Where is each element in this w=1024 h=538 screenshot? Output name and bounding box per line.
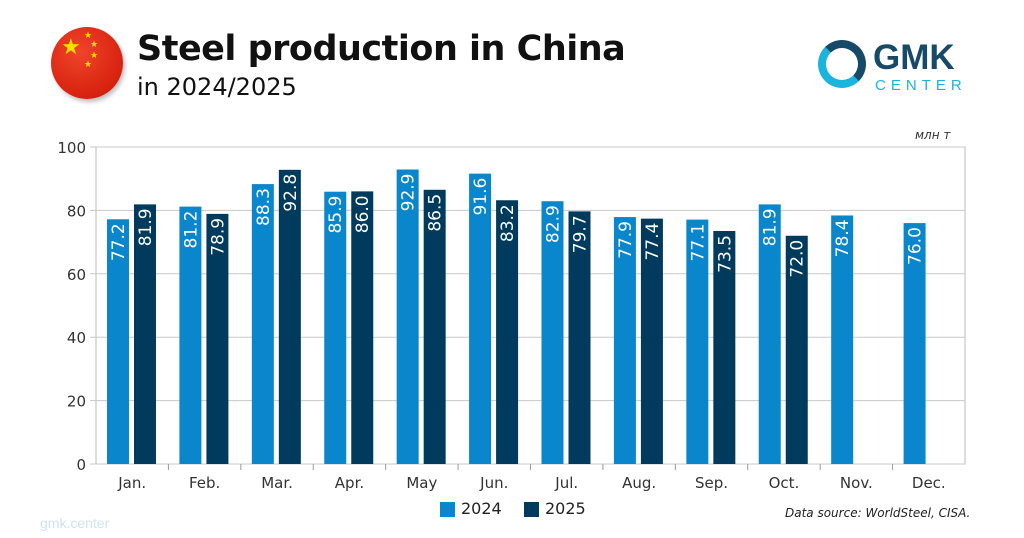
data-label: 91.6 [471, 178, 491, 216]
data-label: 78.9 [208, 218, 228, 256]
data-label: 88.3 [254, 188, 274, 226]
y-tick-label: 20 [67, 393, 86, 411]
bar-2024 [107, 219, 129, 464]
chart-title: Steel production in China [137, 29, 626, 69]
x-tick-label: Nov. [840, 474, 873, 492]
data-label: 86.5 [426, 194, 446, 232]
legend-swatch [440, 501, 455, 517]
data-label: 76.0 [906, 227, 926, 265]
logo-subtext: CENTER [875, 77, 967, 94]
data-label: 73.5 [715, 235, 735, 273]
bar-2025 [206, 213, 229, 464]
y-tick-label: 100 [57, 139, 86, 157]
data-label: 83.2 [498, 204, 518, 242]
data-label: 86.0 [353, 195, 373, 233]
bar-2024 [613, 217, 636, 464]
x-tick-label: Jul. [554, 474, 578, 492]
data-label: 77.1 [688, 224, 708, 262]
logo-text: GMK [873, 38, 955, 77]
data-label: 82.9 [544, 205, 564, 243]
china-flag-icon: ★ ★ ★ ★ ★ [51, 27, 123, 99]
x-tick-label: May [406, 474, 437, 492]
bar-2024 [179, 206, 202, 464]
bar-2024 [396, 169, 419, 464]
x-tick-label: Jan. [117, 474, 146, 492]
bar-2025 [785, 235, 808, 464]
y-tick-label: 60 [67, 266, 86, 284]
chart-subtitle: in 2024/2025 [137, 73, 297, 101]
data-label: 81.9 [761, 208, 781, 246]
data-label: 92.8 [281, 174, 301, 212]
x-tick-label: Feb. [189, 474, 220, 492]
legend-label: 2025 [545, 499, 586, 518]
legend-2025: 2025 [524, 500, 586, 518]
x-tick-label: Dec. [912, 474, 946, 492]
data-label: 72.0 [788, 240, 808, 278]
bar-2024 [758, 204, 781, 464]
y-tick-label: 80 [67, 202, 86, 220]
data-label: 77.9 [616, 221, 636, 259]
data-label: 85.9 [326, 196, 346, 234]
bar-2025 [640, 218, 663, 464]
bar-2024 [469, 173, 492, 465]
data-label: 81.2 [181, 211, 201, 249]
bar-2025 [278, 169, 301, 464]
y-tick-label: 40 [67, 329, 86, 347]
bar-2024 [831, 215, 854, 464]
bar-2025 [568, 211, 591, 464]
x-tick-label: Apr. [335, 474, 364, 492]
x-tick-label: Sep. [695, 474, 728, 492]
x-tick-label: Mar. [261, 474, 293, 492]
legend-swatch [524, 501, 539, 517]
data-label: 78.4 [833, 219, 853, 257]
bar-2025 [351, 191, 374, 464]
x-tick-label: Oct. [769, 474, 800, 492]
bar-2024 [903, 223, 926, 464]
plot-area [95, 146, 966, 465]
watermark: gmk.center [40, 515, 110, 531]
data-source: Data source: WorldSteel, CISA. [785, 506, 971, 520]
x-tick-label: Aug. [622, 474, 656, 492]
bar-2025 [134, 204, 156, 464]
legend-label: 2024 [461, 499, 502, 518]
bar-2024 [541, 201, 564, 464]
data-label: 77.4 [643, 223, 663, 261]
data-label: 79.7 [571, 215, 591, 253]
bar-2024 [251, 184, 274, 465]
unit-label: млн т [915, 128, 951, 142]
data-label: 92.9 [399, 174, 419, 212]
bar-2025 [496, 200, 519, 465]
logo-ring-icon [818, 40, 866, 88]
legend-2024: 2024 [440, 500, 502, 518]
bar-2025 [713, 231, 736, 464]
bar-2025 [423, 189, 446, 465]
bar-2024 [324, 191, 347, 464]
y-tick-label: 0 [76, 456, 86, 474]
data-label: 77.2 [109, 223, 129, 261]
bar-2024 [686, 219, 709, 464]
x-tick-label: Jun. [479, 474, 508, 492]
data-label: 81.9 [136, 208, 156, 246]
